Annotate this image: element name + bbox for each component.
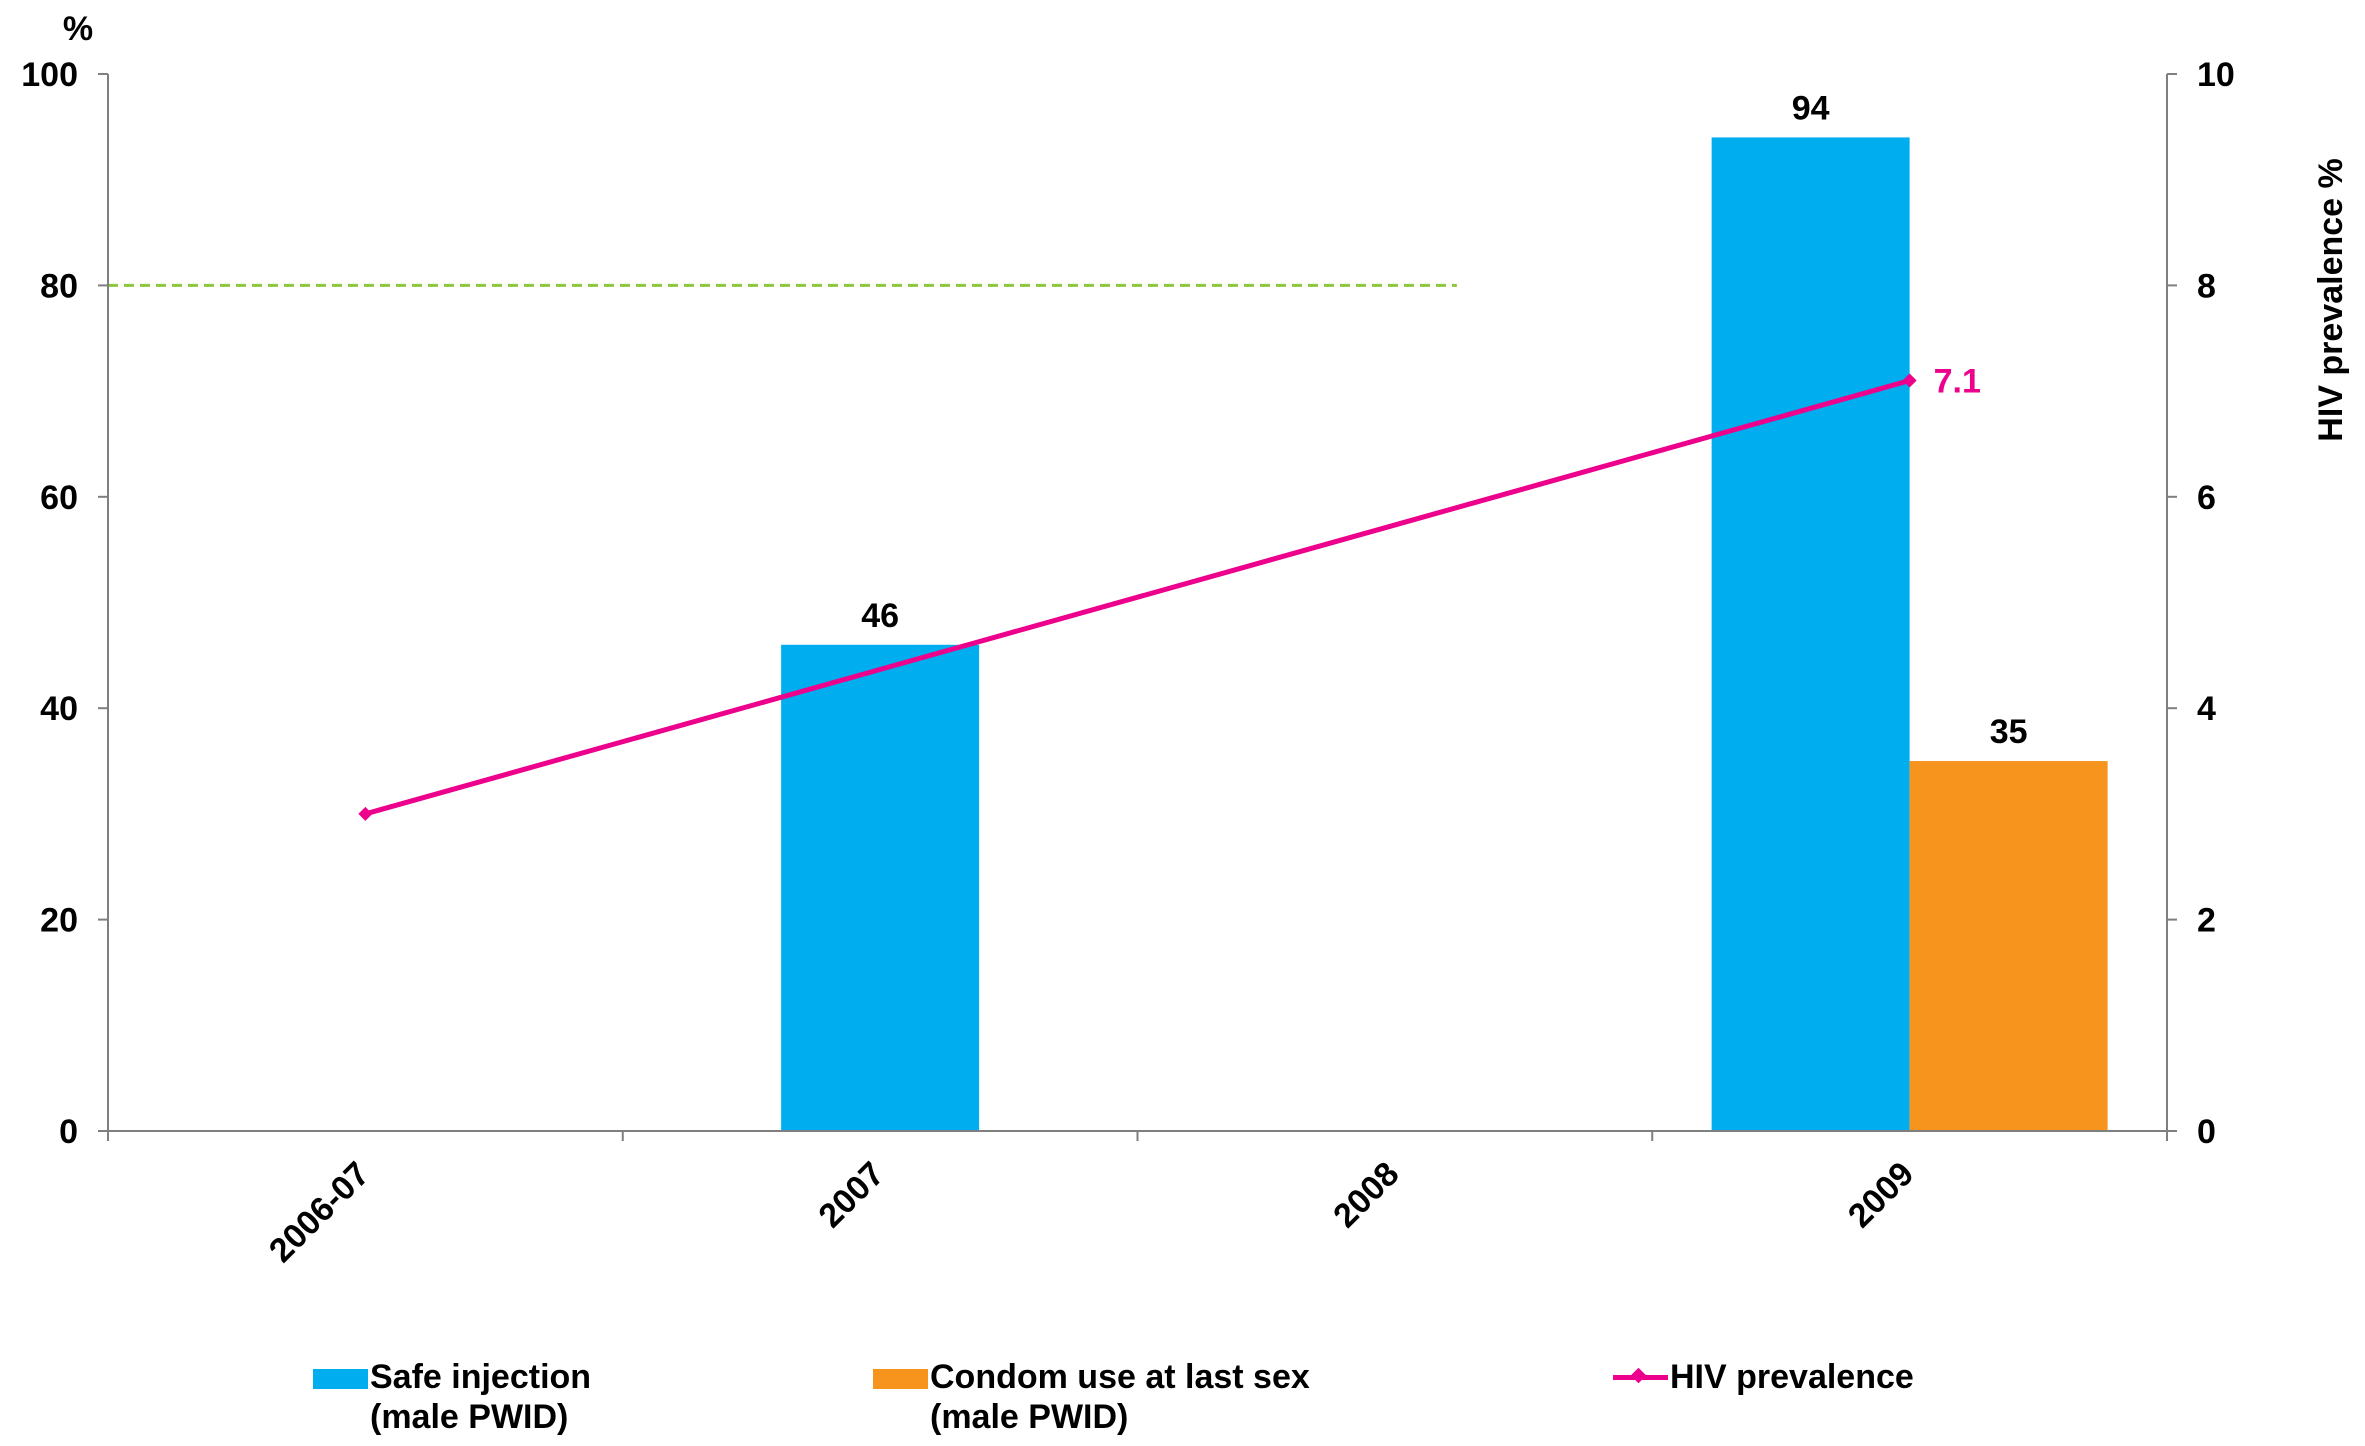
- y-right-tick-label: 10: [2197, 56, 2235, 94]
- y-left-tick-label: 0: [59, 1113, 78, 1151]
- bar-condom-use-2009: [1909, 761, 2108, 1131]
- hiv-prevalence-point-2009: [1902, 373, 1917, 388]
- data-label-safe-injection-2007: 46: [861, 597, 899, 635]
- x-tick-label-2008: 2008: [1326, 1155, 1406, 1235]
- legend-label-hiv-prevalence: HIV prevalence: [1670, 1358, 1914, 1396]
- legend-swatch-safe-injection: [313, 1369, 368, 1389]
- x-tick-label-2009: 2009: [1841, 1155, 1921, 1235]
- bar-safe-injection-2009: [1711, 137, 1910, 1132]
- y-right-tick-label: 2: [2197, 902, 2216, 940]
- hiv-prevalence-point-2006-07: [358, 806, 373, 821]
- y-left-tick-label: 100: [21, 56, 78, 94]
- data-label-safe-injection-2009: 94: [1792, 89, 1830, 127]
- x-tick-label-2006-07: 2006-07: [262, 1155, 377, 1270]
- legend-swatch-condom-use: [873, 1369, 928, 1389]
- hiv-prevalence-line: [364, 378, 1911, 817]
- data-label-condom-use-2009: 35: [1990, 713, 2028, 751]
- legend-label-safe-injection: Safe injection (male PWID): [370, 1358, 592, 1436]
- legend-item-safe-injection: Safe injection (male PWID): [313, 1357, 591, 1437]
- y-right-tick-label: 4: [2197, 690, 2216, 728]
- y-right-tick-label: 0: [2197, 1113, 2216, 1151]
- legend-item-hiv-prevalence: HIV prevalence: [1613, 1357, 1914, 1437]
- y-left-axis-title: %: [63, 10, 93, 48]
- y-right-axis-title: HIV prevalence %: [2312, 158, 2350, 441]
- y-left-tick-label: 20: [40, 902, 78, 940]
- data-label-hiv-prevalence-2009: 7.1: [1934, 363, 1981, 401]
- y-left-tick-label: 60: [40, 479, 78, 517]
- y-left-tick-label: 40: [40, 690, 78, 728]
- x-tick-label-2007: 2007: [811, 1155, 891, 1235]
- bar-safe-injection-2007: [781, 644, 980, 1131]
- legend-item-condom-use: Condom use at last sex (male PWID): [873, 1357, 1310, 1437]
- y-right-tick-label: 6: [2197, 479, 2216, 517]
- legend-swatch-hiv-prevalence: [1613, 1357, 1668, 1397]
- y-left-tick-label: 80: [40, 267, 78, 305]
- y-right-tick-label: 8: [2197, 267, 2216, 305]
- legend-label-condom-use: Condom use at last sex (male PWID): [930, 1358, 1310, 1436]
